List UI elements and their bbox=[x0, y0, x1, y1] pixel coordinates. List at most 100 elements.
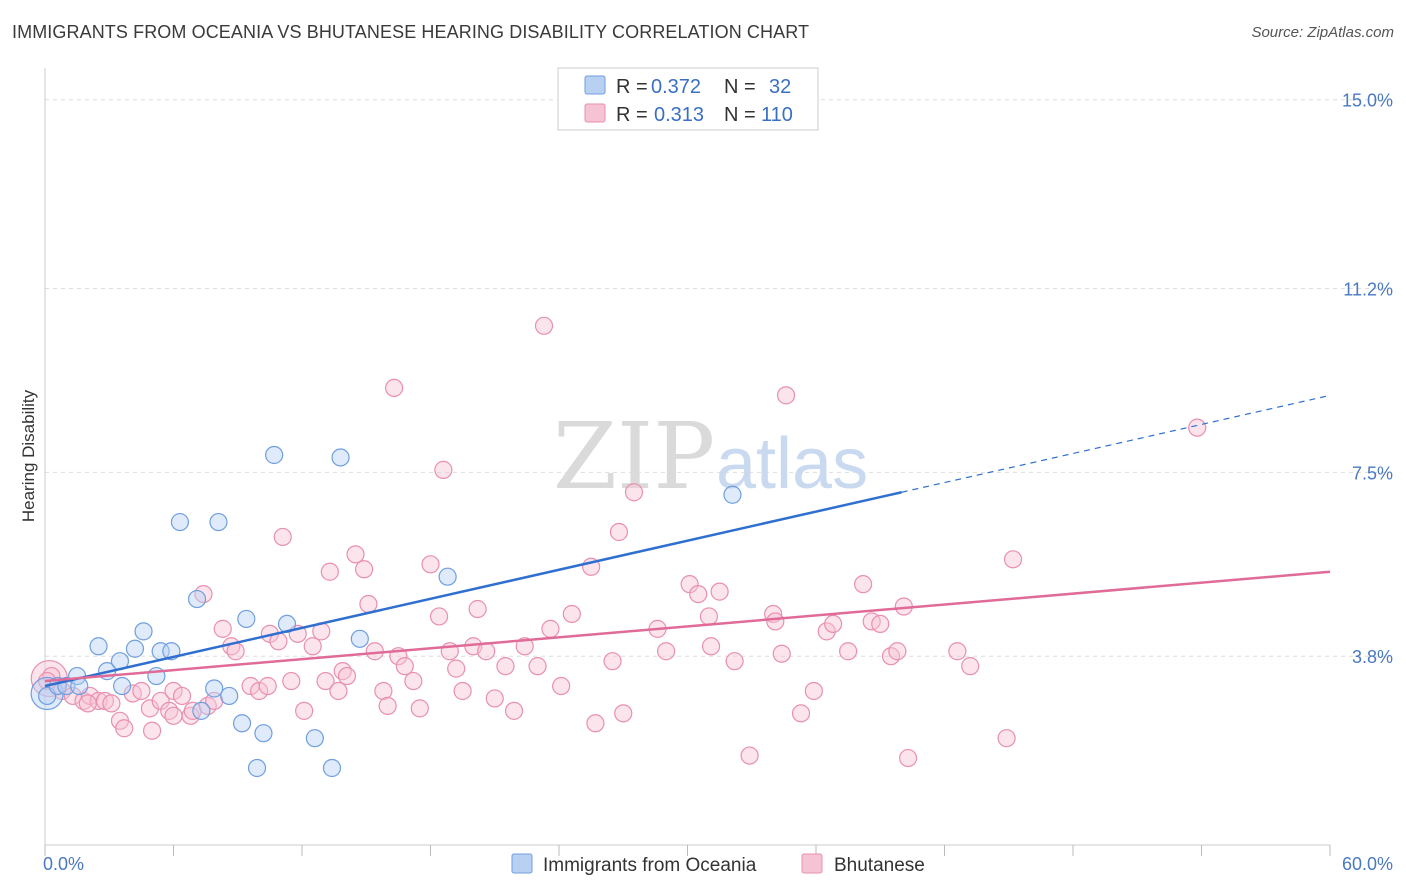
oceania-point bbox=[220, 686, 239, 706]
legend-box: R = 0.372 N = 32 R = 0.313 N = 110 bbox=[557, 67, 819, 131]
legend-r-label-0: R = bbox=[616, 76, 648, 98]
bhutanese-point bbox=[295, 701, 314, 720]
bhutanese-point bbox=[888, 642, 907, 661]
bhutanese-point bbox=[699, 607, 719, 626]
bhutanese-point bbox=[515, 637, 534, 656]
oceania-point bbox=[350, 629, 369, 648]
bhutanese-point bbox=[624, 483, 644, 502]
oceania-point bbox=[187, 589, 207, 609]
legend-r-value-0: 0.372 bbox=[651, 76, 701, 98]
bhutanese-point bbox=[329, 681, 348, 701]
bhutanese-point bbox=[132, 681, 151, 701]
bhutanese-point bbox=[839, 642, 858, 661]
bhutanese-point bbox=[854, 575, 873, 594]
oceania-point bbox=[205, 679, 224, 698]
x-ticks bbox=[44, 845, 1331, 856]
bhutanese-point bbox=[541, 619, 560, 638]
bhutanese-point bbox=[250, 681, 269, 701]
bhutanese-point bbox=[477, 642, 496, 661]
oceania-point bbox=[89, 637, 108, 656]
legend-swatch-oceania bbox=[584, 75, 606, 95]
bhutanese-point bbox=[791, 704, 811, 723]
oceania-point bbox=[305, 729, 324, 748]
bhutanese-point bbox=[320, 562, 339, 581]
bhutanese-point bbox=[316, 671, 335, 691]
bhutanese-point bbox=[434, 460, 453, 479]
oceania-point bbox=[125, 639, 145, 658]
bottom-legend-label-oceania: Immigrants from Oceania bbox=[543, 855, 757, 876]
bhutanese-point bbox=[528, 657, 547, 676]
bhutanese-point bbox=[656, 642, 676, 661]
bhutanese-point bbox=[1003, 550, 1023, 569]
bhutanese-point bbox=[804, 681, 823, 701]
bhutanese-point bbox=[355, 560, 374, 579]
watermark-atlas: atlas bbox=[716, 424, 868, 504]
series-bhutanese-points bbox=[30, 316, 1207, 768]
oceania-point bbox=[254, 724, 273, 743]
legend-n-label-0: N = bbox=[724, 76, 756, 98]
bhutanese-point bbox=[948, 642, 967, 661]
legend-r-value-1: 0.313 bbox=[654, 104, 704, 126]
bhutanese-point bbox=[701, 637, 721, 656]
bhutanese-point bbox=[78, 694, 97, 713]
bhutanese-point bbox=[395, 657, 414, 676]
bhutanese-point bbox=[898, 748, 918, 768]
bhutanese-point bbox=[710, 582, 729, 601]
bhutanese-trend-line bbox=[44, 570, 1331, 683]
bhutanese-point bbox=[303, 637, 322, 656]
oceania-point bbox=[237, 609, 256, 629]
bhutanese-point bbox=[378, 696, 397, 715]
legend-r-label-1: R = bbox=[616, 104, 648, 126]
bhutanese-point bbox=[384, 378, 404, 398]
y-tick-label: 15.0% bbox=[1342, 91, 1393, 111]
bhutanese-point bbox=[725, 652, 744, 671]
bhutanese-point bbox=[496, 657, 515, 676]
source-label: Source: ZipAtlas.com bbox=[1251, 24, 1394, 41]
watermark-zip: ZIP bbox=[553, 403, 715, 510]
bhutanese-point bbox=[273, 527, 292, 547]
bhutanese-point bbox=[258, 676, 277, 696]
legend-n-value-1: 110 bbox=[761, 104, 793, 126]
bhutanese-point bbox=[421, 555, 440, 574]
bhutanese-point bbox=[1188, 418, 1207, 437]
oceania-point bbox=[112, 676, 132, 696]
bhutanese-point bbox=[447, 659, 466, 678]
bhutanese-point bbox=[485, 689, 504, 708]
oceania-point bbox=[265, 445, 284, 465]
bottom-legend: Immigrants from Oceania Bhutanese bbox=[511, 853, 925, 876]
oceania-point bbox=[438, 567, 457, 586]
bottom-legend-label-bhutanese: Bhutanese bbox=[834, 855, 925, 876]
bhutanese-point bbox=[282, 671, 301, 691]
legend-swatch-bhutanese bbox=[584, 103, 606, 123]
bhutanese-point bbox=[603, 652, 622, 671]
legend-n-label-1: N = bbox=[724, 104, 756, 126]
bhutanese-point bbox=[140, 699, 160, 718]
chart-title: IMMIGRANTS FROM OCEANIA VS BHUTANESE HEA… bbox=[12, 22, 810, 42]
oceania-point bbox=[723, 485, 742, 504]
bhutanese-point bbox=[586, 714, 605, 733]
bottom-legend-swatch-oceania bbox=[511, 853, 533, 874]
grid-lines bbox=[45, 99, 1390, 657]
bhutanese-point bbox=[609, 522, 629, 542]
bhutanese-point bbox=[871, 614, 890, 634]
bhutanese-point bbox=[817, 622, 836, 641]
y-tick-label: 11.2% bbox=[1343, 280, 1393, 300]
trend-lines bbox=[44, 394, 1331, 688]
y-tick-label: 3.8% bbox=[1352, 647, 1393, 667]
bhutanese-point bbox=[997, 729, 1016, 748]
bhutanese-point bbox=[766, 612, 785, 631]
oceania-point bbox=[247, 758, 267, 778]
x-tick-label-max: 60.0% bbox=[1342, 854, 1393, 874]
legend-n-value-0: 32 bbox=[769, 76, 791, 98]
bhutanese-point bbox=[102, 694, 121, 713]
oceania-point bbox=[170, 512, 190, 532]
bhutanese-point bbox=[346, 545, 365, 564]
bhutanese-point bbox=[213, 619, 232, 638]
bhutanese-point bbox=[534, 316, 554, 335]
bhutanese-point bbox=[614, 704, 633, 723]
bhutanese-point bbox=[562, 604, 581, 624]
bhutanese-point bbox=[689, 584, 708, 604]
bottom-legend-swatch-bhutanese bbox=[801, 853, 823, 874]
bhutanese-point bbox=[429, 607, 449, 626]
